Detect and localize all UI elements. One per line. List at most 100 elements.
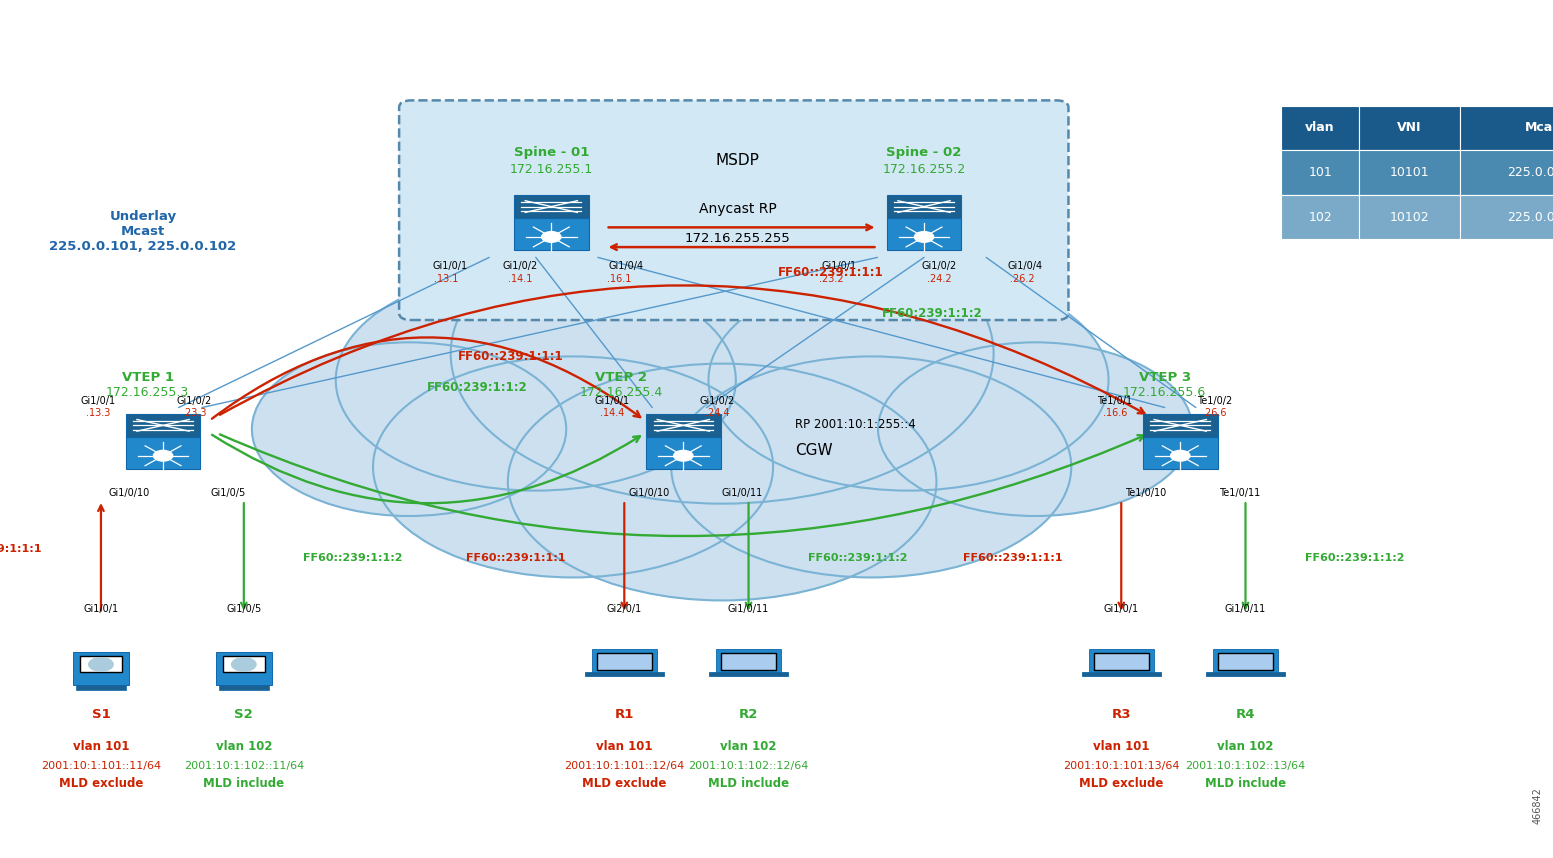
Circle shape xyxy=(708,269,1109,491)
Text: VTEP 1: VTEP 1 xyxy=(121,371,174,384)
Text: 225.0.0.101: 225.0.0.101 xyxy=(1508,166,1553,179)
FancyBboxPatch shape xyxy=(1460,195,1553,239)
Text: R4: R4 xyxy=(1236,708,1255,722)
Circle shape xyxy=(508,364,936,601)
Text: MLD exclude: MLD exclude xyxy=(582,776,666,790)
Text: Gi1/0/1: Gi1/0/1 xyxy=(433,261,467,271)
Text: FF60:239:1:1:2: FF60:239:1:1:2 xyxy=(427,381,528,395)
Text: 172.16.255.6: 172.16.255.6 xyxy=(1123,386,1207,400)
Text: Gi1/0/2: Gi1/0/2 xyxy=(503,261,537,271)
FancyArrowPatch shape xyxy=(221,434,1145,536)
Text: .16.6: .16.6 xyxy=(1103,408,1127,418)
Text: 172.16.255.2: 172.16.255.2 xyxy=(882,162,966,176)
Text: FF60::239:1:1:1: FF60::239:1:1:1 xyxy=(466,553,565,563)
Text: MSDP: MSDP xyxy=(716,153,759,168)
Text: FF60::239:1:1:2: FF60::239:1:1:2 xyxy=(303,553,402,563)
Circle shape xyxy=(671,356,1072,577)
Text: R1: R1 xyxy=(615,708,634,722)
Circle shape xyxy=(373,356,773,577)
Text: .14.1: .14.1 xyxy=(508,274,533,284)
Text: 102: 102 xyxy=(1308,210,1332,224)
Circle shape xyxy=(542,232,561,242)
FancyBboxPatch shape xyxy=(1359,195,1460,239)
Text: S1: S1 xyxy=(92,708,110,722)
Text: Gi1/0/1: Gi1/0/1 xyxy=(595,396,629,406)
Text: Gi1/0/2: Gi1/0/2 xyxy=(177,396,211,406)
Text: 2001:10:1:102::13/64: 2001:10:1:102::13/64 xyxy=(1185,761,1306,771)
Circle shape xyxy=(1171,450,1190,461)
Text: R2: R2 xyxy=(739,708,758,722)
Text: 2001:10:1:101:13/64: 2001:10:1:101:13/64 xyxy=(1062,761,1180,771)
Text: .16.1: .16.1 xyxy=(607,274,632,284)
FancyBboxPatch shape xyxy=(1143,414,1218,437)
Text: 101: 101 xyxy=(1308,166,1332,179)
Text: RP 2001:10:1:255::4: RP 2001:10:1:255::4 xyxy=(795,418,916,432)
FancyBboxPatch shape xyxy=(79,656,123,672)
Circle shape xyxy=(674,450,693,461)
FancyBboxPatch shape xyxy=(1093,653,1149,670)
Text: Te1/0/11: Te1/0/11 xyxy=(1219,488,1259,498)
Text: vlan 102: vlan 102 xyxy=(721,740,776,753)
FancyBboxPatch shape xyxy=(514,195,589,218)
FancyBboxPatch shape xyxy=(1281,150,1359,195)
Text: FF60:239:1:1:2: FF60:239:1:1:2 xyxy=(882,306,981,320)
FancyArrowPatch shape xyxy=(745,503,752,608)
FancyBboxPatch shape xyxy=(1460,150,1553,195)
Circle shape xyxy=(335,269,736,491)
Text: .13.3: .13.3 xyxy=(85,408,110,418)
FancyArrowPatch shape xyxy=(1118,503,1124,608)
Text: Gi1/0/1: Gi1/0/1 xyxy=(822,261,856,271)
FancyBboxPatch shape xyxy=(76,685,126,690)
Text: .24.2: .24.2 xyxy=(927,274,952,284)
Text: 2001:10:1:101::11/64: 2001:10:1:101::11/64 xyxy=(40,761,162,771)
Text: 2001:10:1:102::11/64: 2001:10:1:102::11/64 xyxy=(183,761,304,771)
Text: Gi1/0/1: Gi1/0/1 xyxy=(1104,604,1138,614)
FancyBboxPatch shape xyxy=(1281,106,1359,150)
Text: FF60::239:1:1:1: FF60::239:1:1:1 xyxy=(458,349,564,363)
FancyBboxPatch shape xyxy=(1359,106,1460,150)
Text: MLD include: MLD include xyxy=(1205,776,1286,790)
Text: Gi1/0/11: Gi1/0/11 xyxy=(722,488,763,498)
FancyBboxPatch shape xyxy=(1281,195,1359,239)
Text: MLD include: MLD include xyxy=(708,776,789,790)
Text: FF60::239:1:1:2: FF60::239:1:1:2 xyxy=(808,553,907,563)
FancyBboxPatch shape xyxy=(399,100,1068,320)
FancyBboxPatch shape xyxy=(219,685,269,690)
Text: Gi1/0/1: Gi1/0/1 xyxy=(84,604,118,614)
FancyBboxPatch shape xyxy=(514,218,589,251)
FancyArrowPatch shape xyxy=(241,503,247,608)
FancyBboxPatch shape xyxy=(73,652,129,686)
Circle shape xyxy=(450,203,994,504)
Text: vlan 101: vlan 101 xyxy=(596,740,652,753)
FancyArrowPatch shape xyxy=(211,337,640,419)
Text: 172.16.255.3: 172.16.255.3 xyxy=(106,386,189,400)
FancyArrowPatch shape xyxy=(609,225,871,230)
Text: vlan: vlan xyxy=(1305,121,1336,135)
Text: 172.16.255.1: 172.16.255.1 xyxy=(509,162,593,176)
Text: 172.16.255.4: 172.16.255.4 xyxy=(579,386,663,400)
Text: Spine - 02: Spine - 02 xyxy=(887,146,961,160)
Text: Gi1/0/10: Gi1/0/10 xyxy=(629,488,669,498)
Text: MLD include: MLD include xyxy=(203,776,284,790)
Text: Spine - 01: Spine - 01 xyxy=(514,146,589,160)
Text: Gi2/0/1: Gi2/0/1 xyxy=(607,604,641,614)
FancyBboxPatch shape xyxy=(1218,653,1273,670)
Circle shape xyxy=(89,658,113,671)
Text: Gi1/0/2: Gi1/0/2 xyxy=(922,261,957,271)
FancyBboxPatch shape xyxy=(1089,650,1154,673)
Text: .23.3: .23.3 xyxy=(182,408,207,418)
Text: .24.4: .24.4 xyxy=(705,408,730,418)
Text: MLD exclude: MLD exclude xyxy=(59,776,143,790)
Text: Gi1/0/11: Gi1/0/11 xyxy=(1225,604,1266,614)
Text: vlan 102: vlan 102 xyxy=(216,740,272,753)
Text: Gi1/0/10: Gi1/0/10 xyxy=(109,488,149,498)
Text: FF60::239:1:1:1: FF60::239:1:1:1 xyxy=(0,544,42,554)
FancyBboxPatch shape xyxy=(1359,150,1460,195)
FancyBboxPatch shape xyxy=(126,414,200,437)
FancyArrowPatch shape xyxy=(213,435,640,504)
FancyBboxPatch shape xyxy=(585,672,663,676)
FancyArrowPatch shape xyxy=(98,505,104,611)
Text: Gi1/0/5: Gi1/0/5 xyxy=(211,488,245,498)
Text: VNI: VNI xyxy=(1398,121,1421,135)
Text: Gi1/0/2: Gi1/0/2 xyxy=(700,396,735,406)
